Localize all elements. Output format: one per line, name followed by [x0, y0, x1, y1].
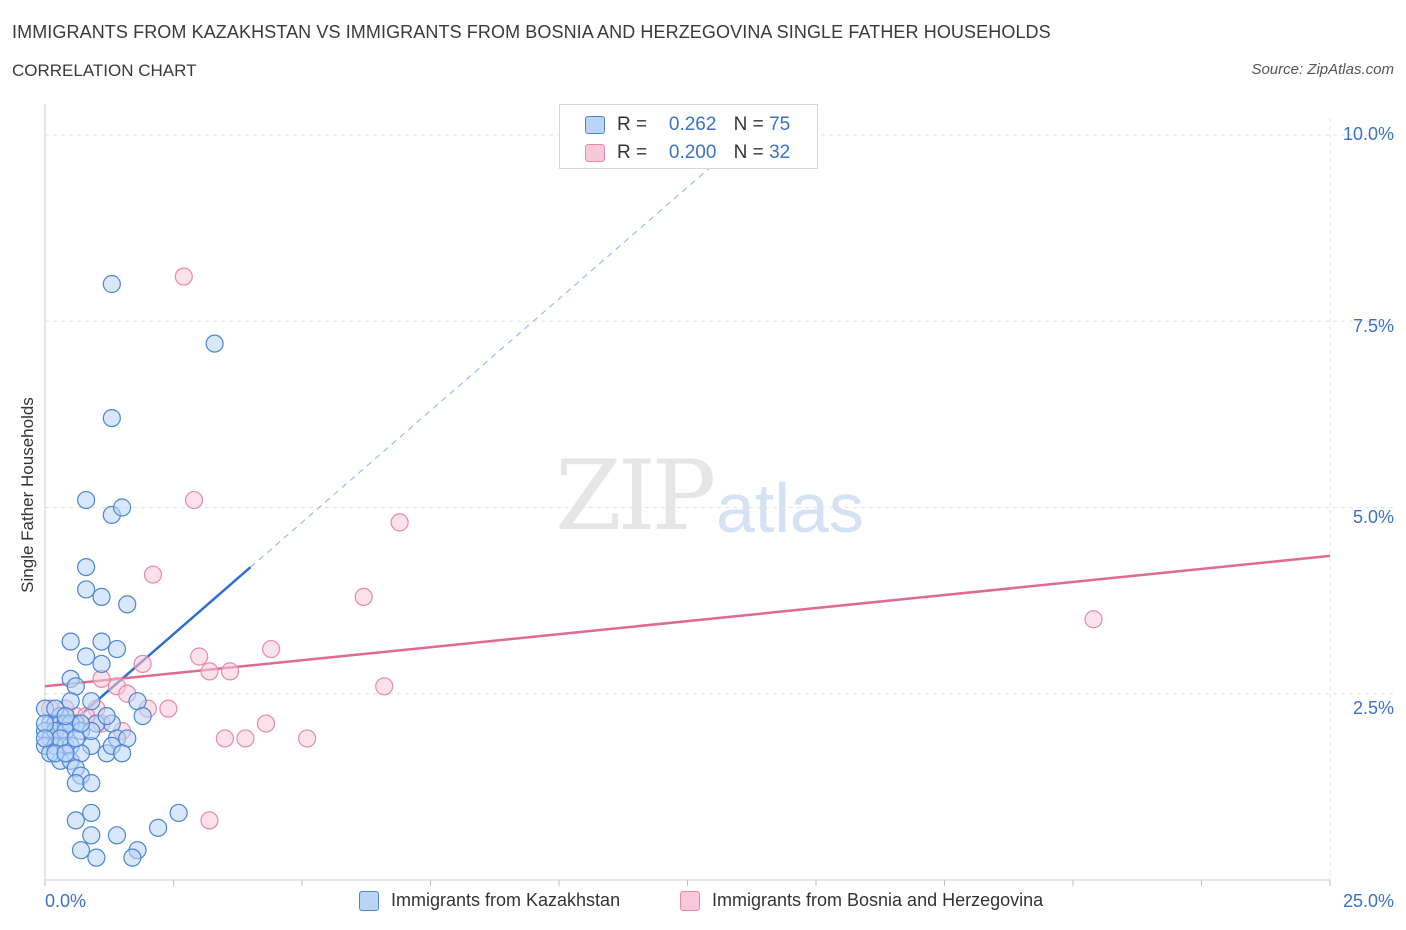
legend-row-bosnia: R = 0.200 N = 32 [585, 141, 790, 165]
data-point-kazakhstan [71, 841, 91, 860]
data-point-bosnia [390, 513, 409, 532]
data-point-bosnia [256, 714, 276, 733]
watermark-zip: ZIP [555, 440, 716, 552]
data-point-kazakhstan [118, 595, 137, 614]
data-point-bosnia [159, 699, 178, 718]
data-point-kazakhstan [107, 826, 127, 845]
data-point-kazakhstan [82, 826, 101, 845]
data-point-kazakhstan [77, 647, 96, 666]
data-point-bosnia [200, 662, 219, 681]
data-point-bosnia [236, 729, 255, 748]
data-point-kazakhstan [133, 706, 152, 726]
data-point-kazakhstan [82, 692, 101, 711]
data-point-kazakhstan [71, 714, 91, 733]
legend-swatch-kazakhstan [585, 116, 605, 134]
data-point-kazakhstan [77, 580, 96, 599]
data-point-bosnia [1084, 610, 1103, 629]
grid-lines [45, 118, 1395, 880]
data-point-bosnia [190, 647, 209, 666]
data-point-kazakhstan [102, 409, 121, 428]
data-point-kazakhstan [112, 498, 132, 517]
data-point-kazakhstan [107, 639, 127, 659]
data-point-bosnia [184, 490, 204, 510]
legend-r-label: R = [617, 114, 648, 135]
data-point-kazakhstan [77, 557, 96, 577]
correlation-legend: R = 0.262 N = 75 R = 0.200 N = 32 [559, 104, 818, 169]
legend-item-bosnia: Immigrants from Bosnia and Herzegovina [680, 890, 1043, 911]
data-point-bosnia [262, 639, 281, 659]
data-point-kazakhstan [92, 654, 111, 674]
legend-n-value: 75 [769, 114, 791, 135]
data-point-bosnia [174, 267, 193, 286]
data-point-bosnia [143, 565, 163, 584]
data-point-kazakhstan [87, 848, 106, 867]
data-point-kazakhstan [61, 632, 80, 651]
legend-n-label: N = [733, 114, 764, 135]
data-point-kazakhstan [112, 744, 132, 763]
y-tick-label: 5.0% [1352, 507, 1394, 527]
data-point-kazakhstan [82, 774, 101, 793]
legend-swatch-bosnia [680, 890, 700, 911]
chart-subtitle: CORRELATION CHART [12, 61, 197, 80]
data-point-bosnia [215, 729, 234, 748]
legend-label-bosnia: Immigrants from Bosnia and Herzegovina [712, 890, 1044, 910]
series-bosnia-points [41, 267, 1103, 830]
data-point-bosnia [200, 811, 219, 830]
data-point-bosnia [375, 677, 394, 696]
legend-label-kazakhstan: Immigrants from Kazakhstan [391, 890, 621, 910]
legend-row-kazakhstan: R = 0.262 N = 75 [585, 113, 790, 137]
data-point-kazakhstan [56, 744, 75, 763]
data-point-kazakhstan [123, 848, 142, 867]
y-tick-label: 10.0% [1342, 124, 1394, 144]
source-label: Source: ZipAtlas.com [1251, 61, 1394, 78]
data-point-kazakhstan [56, 706, 75, 726]
data-point-kazakhstan [92, 632, 111, 651]
legend-n-value: 32 [769, 142, 791, 163]
data-point-kazakhstan [205, 334, 224, 353]
data-point-kazakhstan [169, 803, 188, 823]
data-point-kazakhstan [66, 774, 85, 793]
data-point-kazakhstan [82, 803, 101, 823]
axes [44, 104, 1331, 886]
y-tick-label: 7.5% [1352, 316, 1394, 336]
trend-line-kazakhstan-extension [250, 164, 714, 568]
trend-lines [44, 164, 1331, 747]
data-point-kazakhstan [35, 729, 55, 748]
chart-title: IMMIGRANTS FROM KAZAKHSTAN VS IMMIGRANTS… [12, 22, 1051, 42]
data-point-bosnia [298, 729, 317, 748]
data-point-kazakhstan [102, 274, 121, 294]
legend-item-kazakhstan: Immigrants from Kazakhstan [359, 890, 620, 911]
data-point-kazakhstan [92, 587, 111, 607]
data-point-bosnia [220, 662, 240, 681]
legend-n-label: N = [733, 142, 764, 163]
trend-line-bosnia [44, 554, 1331, 688]
data-point-kazakhstan [66, 811, 85, 830]
legend-r-value: 0.200 [668, 142, 717, 163]
data-point-kazakhstan [148, 818, 168, 837]
data-point-bosnia [354, 587, 373, 607]
legend-r-label: R = [617, 142, 648, 163]
data-point-kazakhstan [97, 706, 116, 726]
y-axis-label: Single Father Households [18, 397, 37, 593]
legend-swatch-kazakhstan [359, 890, 379, 911]
x-tick-label: 25.0% [1342, 891, 1394, 911]
legend-r-value: 0.262 [668, 114, 717, 135]
data-point-kazakhstan [77, 490, 96, 510]
series-kazakhstan-points [35, 274, 224, 867]
x-tick-label: 0.0% [45, 891, 87, 911]
data-point-bosnia [133, 654, 152, 674]
y-tick-label: 2.5% [1352, 698, 1394, 718]
legend-swatch-bosnia [585, 144, 605, 162]
